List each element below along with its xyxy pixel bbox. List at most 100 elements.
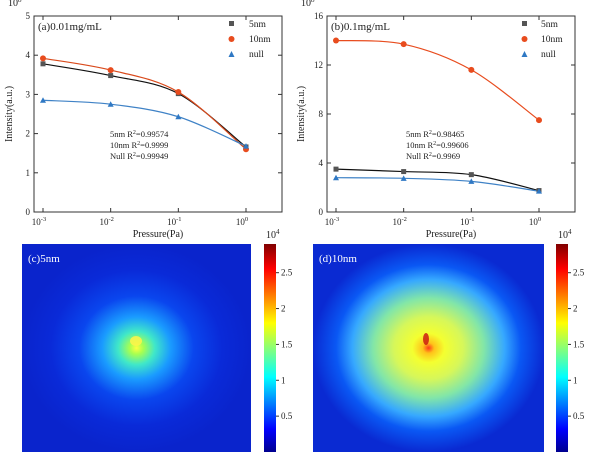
legend: 5nm 10nm null — [521, 20, 563, 60]
point-10nm — [468, 66, 475, 73]
r2-null: Null R2=0.99949 — [110, 151, 168, 161]
plot-frame — [326, 15, 576, 213]
x-tick-label: 10-3 — [325, 216, 339, 227]
point-null — [175, 113, 182, 120]
fit-line-5nm — [335, 168, 540, 192]
y-tick-label: 2 — [26, 129, 31, 139]
legend: 5nm 10nm null — [228, 20, 271, 60]
point-10nm — [107, 67, 114, 74]
point-10nm — [40, 55, 46, 62]
legend-label-null: null — [249, 50, 264, 60]
legend-marker-5nm — [522, 21, 527, 26]
panel-a-intensity-0.01: 10-3 10-2 10-1 100 0 1 2 3 4 5 (a)0.01mg/mL 108 P… — [4, 0, 283, 240]
colorbar-tick-label: 0.5 — [281, 411, 293, 421]
y-tick-label: 12 — [314, 60, 323, 70]
x-tick-label: 10-2 — [392, 216, 406, 227]
legend-label-10nm: 10nm — [541, 35, 563, 45]
legend-marker-5nm — [229, 21, 234, 26]
point-null — [333, 174, 339, 181]
colorbar-tick-label: 0.5 — [573, 411, 585, 421]
panel-label: (a)0.01mg/mL — [38, 21, 102, 33]
point-5nm — [108, 73, 114, 79]
panel-d-heatmap-10nm: (d)10nm 0.5 1 1.5 2 2.5 104 — [313, 228, 585, 452]
plot-frame — [33, 15, 283, 213]
annotation-box: 5nm R2=0.99574 10nm R2=0.9999 Null R2=0.… — [110, 129, 169, 161]
colorbar-tick-label: 2 — [573, 304, 578, 314]
x-tick-label: 10-1 — [167, 216, 181, 227]
point-10nm — [536, 117, 542, 124]
legend-marker-null — [228, 51, 235, 57]
colorbar-tick-label: 1 — [281, 375, 286, 385]
panel-label: (c)5nm — [28, 253, 60, 265]
colorbar-tick-label: 1 — [573, 375, 578, 385]
y-tick-label: 16 — [314, 11, 324, 21]
legend-label-null: null — [541, 50, 556, 60]
panel-label: (d)10nm — [319, 253, 357, 265]
colorbar-multiplier: 104 — [558, 228, 572, 241]
point-5nm — [40, 61, 46, 67]
x-axis-label: Pressure(Pa) — [426, 229, 477, 240]
point-null — [40, 97, 46, 103]
point-5nm — [468, 172, 474, 178]
panel-b-intensity-0.1: 10-3 10-2 10-1 100 0 4 8 12 16 (b)0.1mg/mL 108 P… — [296, 0, 576, 240]
colorbar-tick-label: 2 — [281, 304, 286, 314]
y-axis-label: Intensity(a.u.) — [296, 86, 307, 142]
r2-5nm: 5nm R2=0.99574 — [110, 129, 169, 139]
point-5nm — [333, 166, 339, 172]
y-tick-label: 0 — [26, 207, 31, 217]
fit-line-null — [335, 177, 540, 192]
legend-marker-10nm — [521, 36, 528, 42]
point-null — [400, 175, 407, 181]
colorbar-tick-label: 1.5 — [281, 339, 293, 349]
x-tick-label: 10-2 — [99, 216, 113, 227]
colorbar-tick-label: 2.5 — [573, 268, 585, 278]
r2-5nm: 5nm R2=0.98465 — [406, 129, 464, 139]
heatmap-hotspot — [423, 333, 429, 345]
x-tick-label: 10-3 — [32, 216, 46, 227]
y-tick-label: 0 — [319, 207, 324, 217]
point-10nm — [175, 89, 182, 96]
point-null — [107, 101, 114, 107]
annotation-box: 5nm R2=0.98465 10nm R2=0.99606 Null R2=0… — [406, 129, 469, 161]
y-tick-label: 3 — [26, 89, 31, 99]
y-axis-label: Intensity(a.u.) — [4, 86, 15, 142]
fit-line-5nm — [42, 63, 247, 148]
fit-line-null — [42, 99, 247, 147]
panel-c-heatmap-5nm: (c)5nm 0.5 1 1.5 2 2.5 104 — [22, 228, 293, 452]
y-tick-label: 5 — [26, 11, 31, 21]
r2-null: Null R2=0.9969 — [406, 151, 460, 161]
panel-label: (b)0.1mg/mL — [331, 21, 390, 33]
legend-marker-null — [521, 51, 528, 57]
point-5nm — [401, 169, 407, 175]
colorbar-tick-label: 1.5 — [573, 339, 585, 349]
x-tick-label: 100 — [529, 216, 541, 227]
point-null — [243, 143, 249, 149]
y-tick-label: 4 — [26, 50, 31, 60]
y-multiplier: 108 — [301, 0, 315, 9]
r2-10nm: 10nm R2=0.9999 — [110, 140, 168, 150]
legend-label-10nm: 10nm — [249, 35, 271, 45]
colorbar — [556, 244, 568, 452]
colorbar-multiplier: 104 — [266, 228, 280, 241]
fit-line-10nm — [335, 39, 540, 121]
heatmap-image — [313, 244, 544, 452]
y-tick-label: 1 — [26, 168, 31, 178]
y-tick-label: 4 — [319, 158, 324, 168]
r2-10nm: 10nm R2=0.99606 — [406, 140, 469, 150]
x-tick-label: 10-1 — [460, 216, 474, 227]
point-10nm — [333, 37, 339, 44]
point-null — [468, 178, 475, 184]
point-null — [536, 188, 542, 194]
y-tick-label: 8 — [319, 109, 324, 119]
legend-marker-10nm — [228, 36, 235, 42]
heatmap-image — [22, 244, 251, 452]
legend-label-5nm: 5nm — [249, 20, 267, 30]
colorbar — [264, 244, 276, 452]
y-multiplier: 108 — [8, 0, 22, 9]
heatmap-hotspot — [130, 336, 142, 346]
x-axis-label: Pressure(Pa) — [133, 229, 184, 240]
point-10nm — [400, 41, 407, 48]
legend-label-5nm: 5nm — [541, 20, 559, 30]
colorbar-tick-label: 2.5 — [281, 268, 293, 278]
